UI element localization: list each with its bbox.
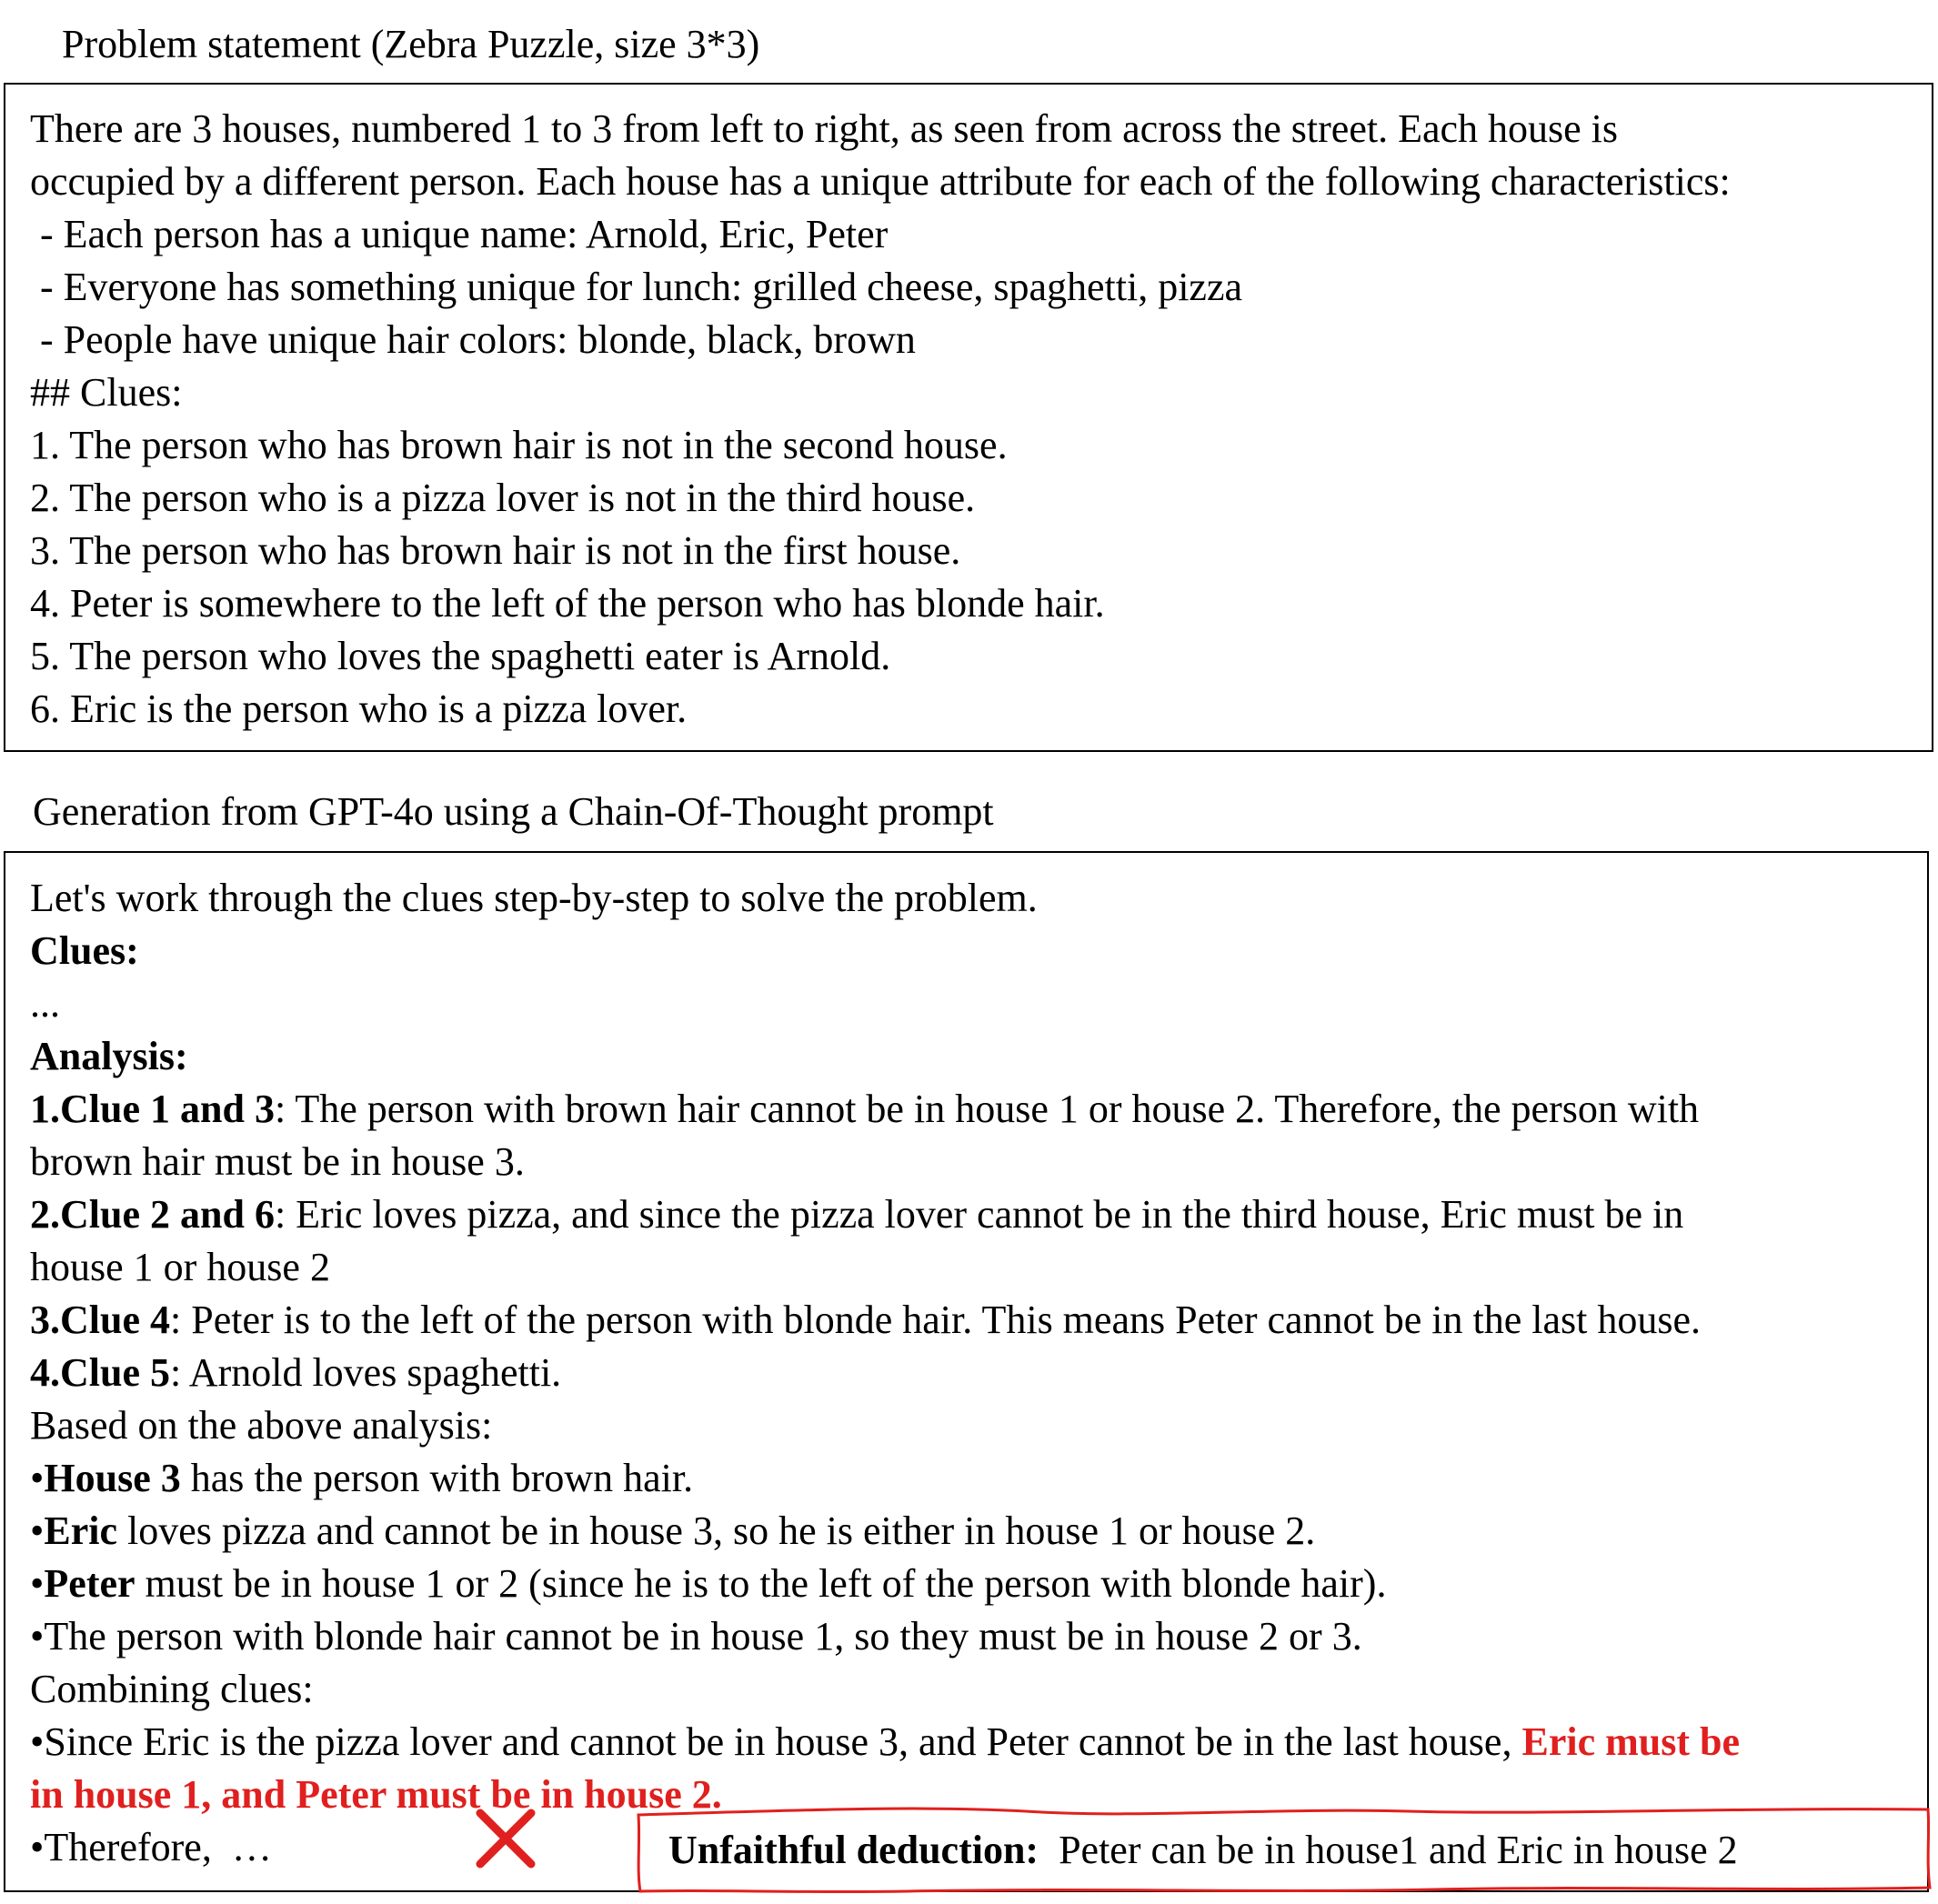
- period: .: [711, 1772, 722, 1817]
- annotation-text: Peter can be in house1 and Eric in house…: [1059, 1828, 1738, 1872]
- bullet-house3: •House 3 has the person with brown hair.: [30, 1452, 1740, 1505]
- highlighted-claim-cont: in house 1, and Peter must be in house 2: [30, 1772, 712, 1817]
- highlighted-claim: Eric must be: [1521, 1719, 1740, 1764]
- bullet-eric: •Eric loves pizza and cannot be in house…: [30, 1505, 1740, 1558]
- step-label: 2.Clue 2 and 6: [30, 1192, 275, 1237]
- unfaithful-annotation: Unfaithful deduction: Peter can be in ho…: [668, 1825, 1738, 1876]
- step-label: 3.Clue 4: [30, 1298, 170, 1342]
- bullet-blonde: •The person with blonde hair cannot be i…: [30, 1614, 1362, 1658]
- bullet-label: House 3: [44, 1456, 181, 1500]
- step-label: 4.Clue 5: [30, 1350, 170, 1395]
- step-text: : Peter is to the left of the person wit…: [170, 1298, 1702, 1342]
- bullet-text: has the person with brown hair.: [180, 1456, 694, 1500]
- analysis-heading: Analysis:: [30, 1034, 188, 1078]
- bullet-text: loves pizza and cannot be in house 3, so…: [117, 1508, 1316, 1553]
- bullet: •: [30, 1561, 45, 1606]
- step-label: 1.Clue 1 and 3: [30, 1087, 275, 1131]
- clue-item: 1. The person who has brown hair is not …: [30, 423, 1008, 467]
- problem-line: - Each person has a unique name: Arnold,…: [30, 212, 889, 256]
- step-text: : Eric loves pizza, and since the pizza …: [274, 1192, 1684, 1237]
- clue-item: 6. Eric is the person who is a pizza lov…: [30, 686, 688, 731]
- analysis-step-2-cont: house 1 or house 2: [30, 1245, 330, 1289]
- problem-line: - People have unique hair colors: blonde…: [30, 317, 916, 362]
- ellipsis-line: ...: [30, 981, 60, 1026]
- generation-lines: Let's work through the clues step-by-ste…: [30, 872, 1740, 1874]
- clues-label: Clues:: [30, 925, 1740, 977]
- analysis-step-2: 2.Clue 2 and 6: Eric loves pizza, and si…: [30, 1188, 1740, 1241]
- clue-item: 2. The person who is a pizza lover is no…: [30, 476, 976, 520]
- problem-line: occupied by a different person. Each hou…: [30, 159, 1731, 204]
- combining-text: •Since Eric is the pizza lover and canno…: [30, 1719, 1522, 1764]
- problem-title: Problem statement (Zebra Puzzle, size 3*…: [62, 22, 760, 66]
- bullet-text: must be in house 1 or 2 (since he is to …: [135, 1561, 1387, 1606]
- problem-line: - Everyone has something unique for lunc…: [30, 265, 1243, 309]
- combining-bullet-cont: in house 1, and Peter must be in house 2…: [30, 1769, 1740, 1821]
- problem-lines: There are 3 houses, numbered 1 to 3 from…: [30, 103, 1731, 736]
- analysis-step-1: 1.Clue 1 and 3: The person with brown ha…: [30, 1083, 1740, 1136]
- therefore-line: •Therefore, …: [30, 1825, 272, 1869]
- clue-item: 5. The person who loves the spaghetti ea…: [30, 634, 891, 678]
- clues-heading: Clues:: [30, 928, 139, 973]
- cross-icon: [476, 1809, 536, 1869]
- bullet: •: [30, 1456, 45, 1500]
- clues-heading: ## Clues:: [30, 370, 183, 415]
- clue-item: 4. Peter is somewhere to the left of the…: [30, 581, 1105, 626]
- step-text: : Arnold loves spaghetti.: [170, 1350, 562, 1395]
- bullet-peter: •Peter must be in house 1 or 2 (since he…: [30, 1558, 1740, 1610]
- analysis-step-3: 3.Clue 4: Peter is to the left of the pe…: [30, 1294, 1740, 1347]
- intro-line: Let's work through the clues step-by-ste…: [30, 876, 1038, 920]
- annotation-label: Unfaithful deduction:: [668, 1828, 1039, 1872]
- problem-box: [4, 83, 1933, 752]
- analysis-step-4: 4.Clue 5: Arnold loves spaghetti.: [30, 1347, 1740, 1399]
- bullet: •: [30, 1508, 45, 1553]
- bullet-label: Eric: [44, 1508, 118, 1553]
- analysis-step-1-cont: brown hair must be in house 3.: [30, 1139, 525, 1184]
- problem-line: There are 3 houses, numbered 1 to 3 from…: [30, 106, 1619, 151]
- generation-title: Generation from GPT-4o using a Chain-Of-…: [33, 789, 994, 834]
- based-line: Based on the above analysis:: [30, 1403, 493, 1448]
- analysis-label: Analysis:: [30, 1030, 1740, 1083]
- step-text: : The person with brown hair cannot be i…: [274, 1087, 1700, 1131]
- bullet-label: Peter: [44, 1561, 136, 1606]
- combining-line: Combining clues:: [30, 1667, 314, 1711]
- combining-bullet: •Since Eric is the pizza lover and canno…: [30, 1716, 1740, 1769]
- callout-outline: [637, 1807, 1932, 1894]
- clue-item: 3. The person who has brown hair is not …: [30, 528, 961, 573]
